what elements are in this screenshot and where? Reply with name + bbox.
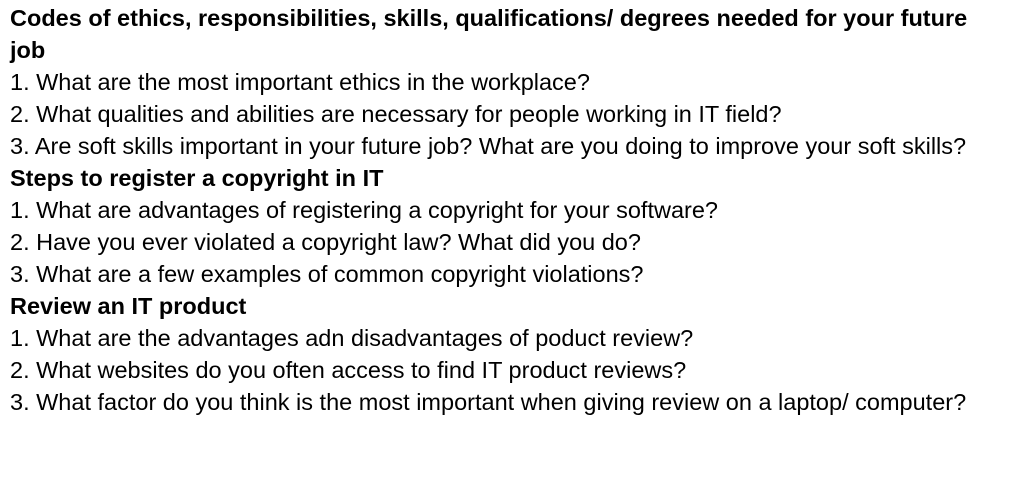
question-item: 3. Are soft skills important in your fut… (10, 133, 967, 159)
question-item: 1. What are the most important ethics in… (10, 69, 590, 95)
section-ethics: Codes of ethics, responsibilities, skill… (10, 2, 1005, 162)
document-body: Codes of ethics, responsibilities, skill… (10, 2, 1005, 418)
section-heading: Steps to register a copyright in IT (10, 165, 384, 191)
question-item: 2. What websites do you often access to … (10, 357, 687, 383)
section-copyright: Steps to register a copyright in IT 1. W… (10, 162, 1005, 290)
question-item: 1. What are the advantages adn disadvant… (10, 325, 694, 351)
question-item: 2. Have you ever violated a copyright la… (10, 229, 641, 255)
section-heading: Codes of ethics, responsibilities, skill… (10, 5, 968, 63)
question-item: 1. What are advantages of registering a … (10, 197, 718, 223)
section-heading: Review an IT product (10, 293, 247, 319)
question-item: 3. What are a few examples of common cop… (10, 261, 644, 287)
question-item: 2. What qualities and abilities are nece… (10, 101, 782, 127)
question-item: 3. What factor do you think is the most … (10, 389, 967, 415)
section-product-review: Review an IT product 1. What are the adv… (10, 290, 1005, 418)
